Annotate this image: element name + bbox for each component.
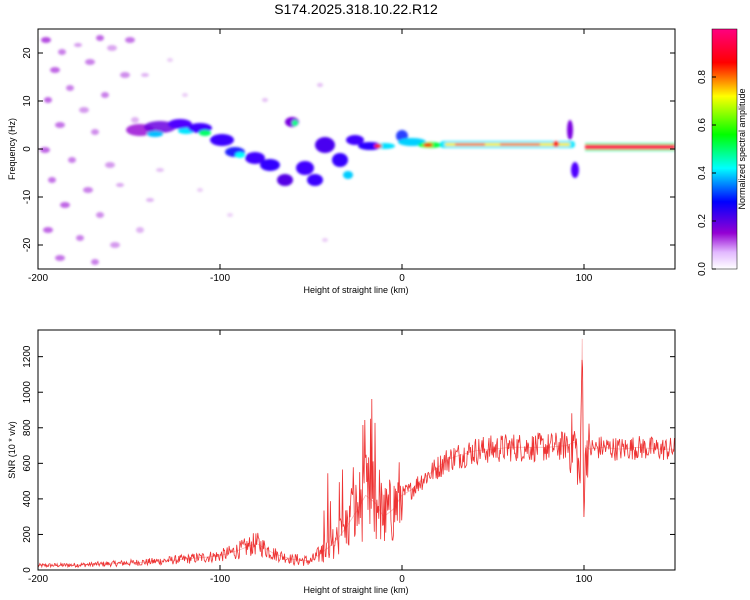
- colorbar-ticks: 0.0 0.2 0.4 0.6 0.8: [697, 70, 716, 276]
- y-tick-label: 1000: [22, 381, 33, 404]
- y-tick-label: 600: [22, 455, 33, 472]
- y-tick-label: 20: [22, 47, 33, 59]
- snr-plot-area: [38, 330, 675, 570]
- signal-ridge: [126, 117, 442, 186]
- colorbar-tick-label: 0.4: [697, 166, 708, 180]
- spectrogram-x-label: Height of straight line (km): [303, 285, 408, 295]
- colorbar: 0.0 0.2 0.4 0.6 0.8 Normalized spectral ampl…: [697, 28, 747, 276]
- colorbar-tick-label: 0.0: [697, 262, 708, 276]
- colorbar-tick-label: 0.6: [697, 118, 708, 132]
- spectrogram-y-ticks: -20 -10 0 10 20: [22, 47, 675, 252]
- x-tick-label: 100: [576, 574, 593, 585]
- x-tick-label: -200: [28, 273, 48, 284]
- noise-blobs: [40, 35, 328, 265]
- x-tick-label: -100: [210, 273, 230, 284]
- x-tick-label: 0: [399, 273, 405, 284]
- y-tick-label: 0: [22, 146, 33, 152]
- steady-band: [440, 120, 675, 178]
- colorbar-tick-label: 0.8: [697, 70, 708, 84]
- y-tick-label: 800: [22, 419, 33, 436]
- x-tick-label: 0: [399, 574, 405, 585]
- x-tick-label: -100: [210, 574, 230, 585]
- snr-y-label: SNR (10 * v/v): [7, 421, 17, 479]
- snr-y-ticks: 0 200 400 600 800 1000 1200: [22, 345, 675, 573]
- snr-frame: [37, 329, 676, 571]
- y-tick-label: 0: [22, 567, 33, 573]
- spectrogram-y-label: Frequency (Hz): [7, 118, 17, 180]
- colorbar-label: Normalized spectral amplitude: [737, 88, 747, 209]
- snr-x-ticks: -200 -100 0 100: [28, 330, 593, 585]
- x-tick-label: 100: [576, 273, 593, 284]
- spectrogram-plot-area: [38, 29, 675, 269]
- x-tick-label: -200: [28, 574, 48, 585]
- spectrogram-image: [40, 35, 675, 265]
- colorbar-gradient: [711, 28, 738, 270]
- y-tick-label: 400: [22, 490, 33, 507]
- snr-panel: -200 -100 0 100 0 200 400 600 800 1000 1200 Heigh…: [7, 329, 676, 595]
- spectrogram-x-ticks: -200 -100 0 100: [28, 29, 593, 284]
- colorbar-tick-label: 0.2: [697, 214, 708, 228]
- y-tick-label: -10: [22, 189, 33, 204]
- y-tick-label: 10: [22, 95, 33, 107]
- snr-x-label: Height of straight line (km): [303, 585, 408, 595]
- y-tick-label: 1200: [22, 345, 33, 368]
- y-tick-label: 200: [22, 526, 33, 543]
- snr-noise-trace: [38, 359, 675, 569]
- chart-title: S174.2025.318.10.22.R12: [274, 1, 438, 17]
- y-tick-label: -20: [22, 237, 33, 252]
- snr-series-line: [38, 338, 675, 566]
